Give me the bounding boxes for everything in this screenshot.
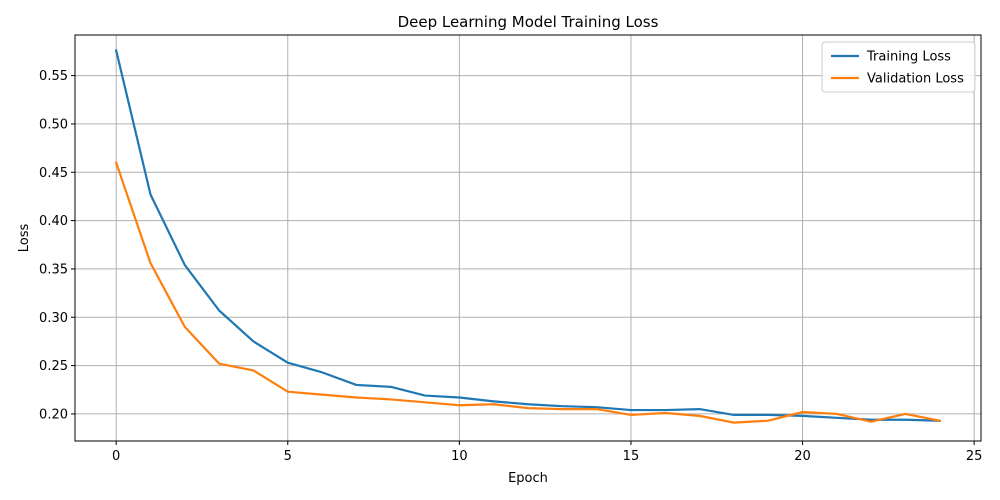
x-tick-label: 5 [284,449,292,464]
plot-frame [74,34,982,442]
y-tick-label: 0.40 [39,214,68,229]
y-axis-label: Loss [17,224,32,253]
series-layer [114,49,942,424]
y-tick-label: 0.35 [39,262,68,277]
x-axis-label: Epoch [508,471,548,486]
legend-label: Training Loss [866,50,951,65]
y-tick-label: 0.50 [39,117,68,132]
series-line-validation-loss [114,161,942,424]
y-tick-label: 0.25 [39,359,68,374]
x-tick-label: 10 [451,449,468,464]
y-tick-label: 0.55 [39,69,68,84]
legend-label: Validation Loss [867,72,964,87]
x-tick-label: 20 [794,449,811,464]
legend-box [821,41,976,93]
y-tick-label: 0.45 [39,166,68,181]
x-tick-label: 0 [112,449,120,464]
x-tick-label: 15 [623,449,640,464]
legend: Training Loss Validation Loss [821,41,976,93]
grid [75,35,981,441]
y-tick-label: 0.30 [39,311,68,326]
x-axis: 0 5 10 15 20 25 [112,441,982,464]
x-tick-label: 25 [966,449,983,464]
chart-title: Deep Learning Model Training Loss [398,13,659,31]
y-axis: 0.20 0.25 0.30 0.35 0.40 0.45 0.50 0.55 [39,69,75,422]
series-line-training-loss [114,49,941,422]
y-tick-label: 0.20 [39,407,68,422]
